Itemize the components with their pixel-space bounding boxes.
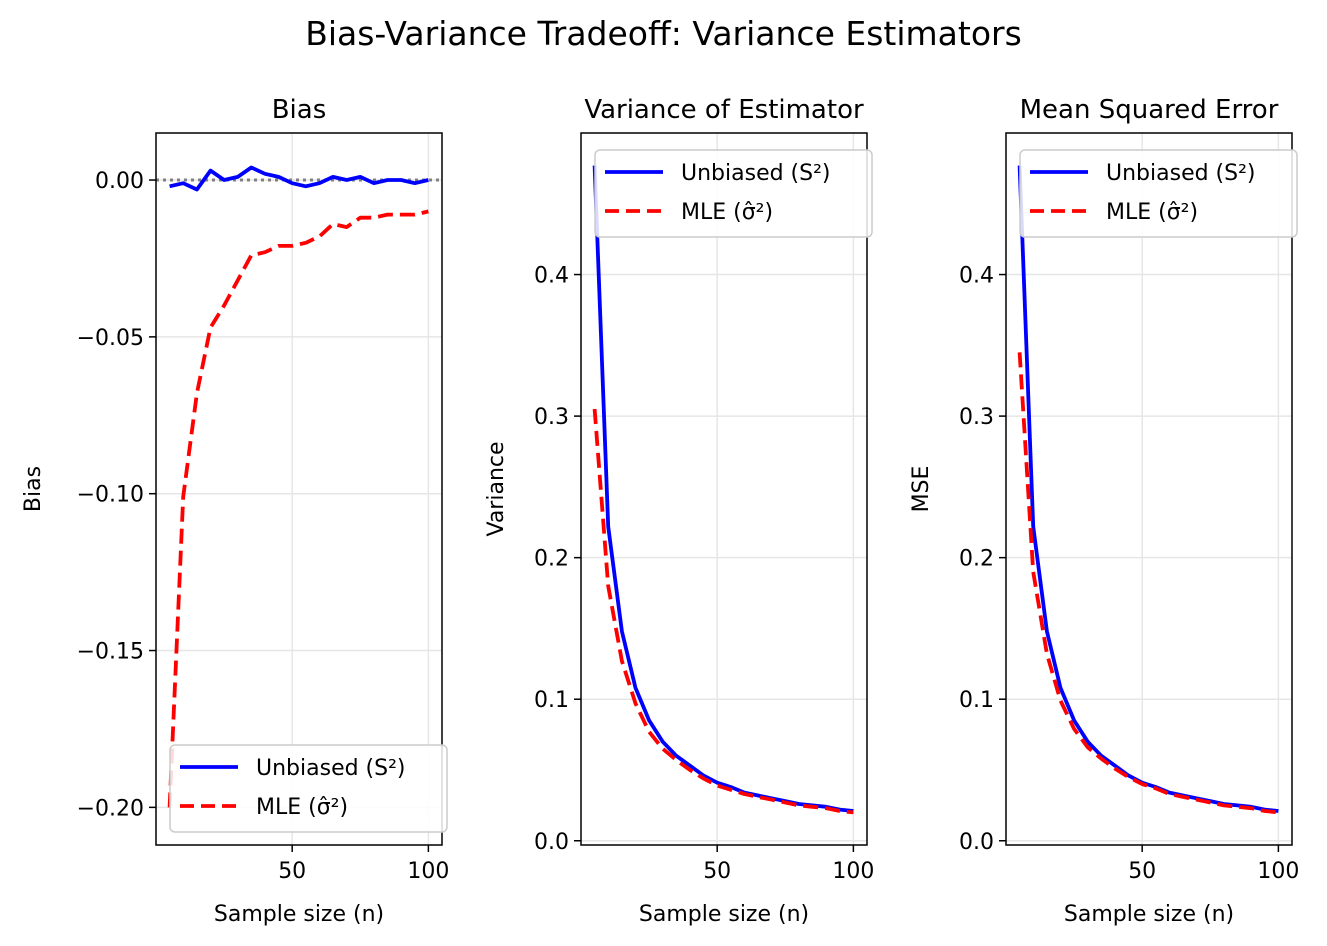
y-tick-label: 0.0 bbox=[959, 830, 994, 855]
subplot-title: Mean Squared Error bbox=[1020, 95, 1279, 125]
axes-frame bbox=[155, 132, 443, 846]
subplot-title: Variance of Estimator bbox=[584, 95, 864, 125]
x-tick-label: 50 bbox=[278, 859, 306, 884]
y-tick-label: −0.20 bbox=[77, 796, 144, 821]
y-tick-label: −0.15 bbox=[77, 640, 144, 665]
legend-label: MLE (σ̂²) bbox=[256, 795, 348, 820]
y-tick-label: 0.3 bbox=[959, 405, 994, 430]
subplot-3: 50 100 0.0 0.1 0.2 0.3 0.4 Mean Squared Error Sa… bbox=[909, 95, 1299, 927]
x-axis-label: Sample size (n) bbox=[1064, 902, 1234, 927]
x-axis-label: Sample size (n) bbox=[639, 902, 809, 927]
x-tick-label: 100 bbox=[407, 859, 449, 884]
x-tick-label: 100 bbox=[832, 859, 874, 884]
legend-box bbox=[1019, 149, 1298, 238]
y-tick-label: 0.0 bbox=[534, 830, 569, 855]
y-axis-label: Bias bbox=[21, 466, 46, 512]
y-axis-label: Variance bbox=[484, 441, 509, 536]
series-line-unbiased bbox=[1017, 165, 1279, 813]
x-axis-label: Sample size (n) bbox=[214, 902, 384, 927]
axes-frame bbox=[580, 132, 868, 846]
y-tick-label: 0.2 bbox=[959, 547, 994, 572]
series-line-unbiased bbox=[169, 165, 429, 192]
x-tick-label: 50 bbox=[1128, 859, 1156, 884]
y-tick-label: 0.1 bbox=[959, 688, 994, 713]
y-tick-label: −0.10 bbox=[77, 483, 144, 508]
x-tick-label: 100 bbox=[1257, 859, 1299, 884]
y-tick-label: 0.3 bbox=[534, 405, 569, 430]
legend-label: MLE (σ̂²) bbox=[1106, 200, 1198, 225]
legend-label: Unbiased (S²) bbox=[681, 161, 831, 186]
y-tick-label: 0.2 bbox=[534, 547, 569, 572]
subplot-2: 50 100 0.0 0.1 0.2 0.3 0.4 Variance of Estimato… bbox=[484, 95, 874, 927]
subplot-1: 50 100 0.00 −0.05 −0.10 −0.15 −0.20 Bias Sample … bbox=[21, 95, 449, 927]
legend: Unbiased (S²) MLE (σ̂²) bbox=[169, 744, 448, 833]
x-tick-label: 50 bbox=[703, 859, 731, 884]
y-tick-label: 0.1 bbox=[534, 688, 569, 713]
series-line-unbiased bbox=[592, 165, 854, 813]
legend: Unbiased (S²) MLE (σ̂²) bbox=[1019, 149, 1298, 238]
series-line-mle bbox=[592, 408, 854, 815]
legend-label: Unbiased (S²) bbox=[1106, 161, 1256, 186]
legend-label: Unbiased (S²) bbox=[256, 756, 406, 781]
subplot-title: Bias bbox=[272, 95, 327, 125]
legend-box bbox=[169, 744, 448, 833]
figure-title: Bias-Variance Tradeoff: Variance Estimat… bbox=[305, 14, 1022, 53]
legend-label: MLE (σ̂²) bbox=[681, 200, 773, 225]
series-line-mle bbox=[1017, 352, 1279, 815]
y-tick-label: 0.4 bbox=[959, 264, 994, 289]
series-line-mle bbox=[167, 209, 429, 808]
y-tick-label: −0.05 bbox=[77, 326, 144, 351]
legend: Unbiased (S²) MLE (σ̂²) bbox=[594, 149, 873, 238]
y-axis-label: MSE bbox=[909, 466, 934, 513]
legend-box bbox=[594, 149, 873, 238]
axes-frame bbox=[1005, 132, 1293, 846]
y-tick-label: 0.4 bbox=[534, 264, 569, 289]
y-tick-label: 0.00 bbox=[95, 169, 144, 194]
